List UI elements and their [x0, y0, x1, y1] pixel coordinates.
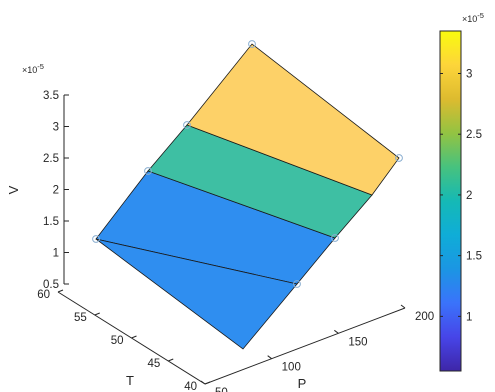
y-tick-mark: [204, 381, 211, 385]
y-tick-label: 45: [147, 358, 160, 370]
z-axis-title: V: [6, 185, 21, 194]
surface-marker: [144, 167, 152, 175]
surface-marker: [395, 154, 403, 162]
y-tick-label: 40: [184, 381, 197, 392]
x-tick-mark: [200, 380, 206, 385]
colorbar-ticks: 1 1.5 2 2.5 3: [440, 69, 482, 323]
x-axis-ticks: 50 100 150 200: [200, 304, 434, 392]
surface-marker: [92, 235, 100, 243]
colorbar: 1 1.5 2 2.5 3 ×10-5: [439, 11, 484, 372]
x-axis-line: [204, 307, 406, 385]
z-axis-exponent: ×10-5: [22, 62, 44, 75]
colorbar-tick-label: 3: [466, 69, 472, 81]
x-tick-label: 150: [348, 336, 367, 348]
z-tick-label: 0.5: [43, 279, 59, 291]
colorbar-tick-label: 1.5: [466, 251, 482, 263]
x-tick-mark: [400, 304, 406, 309]
z-tick-label: 3: [53, 122, 59, 134]
surface-marker: [293, 280, 301, 288]
z-tick-label: 2: [53, 185, 59, 197]
colorbar-tick-label: 2.5: [466, 129, 482, 141]
colorbar-tick-label: 1: [466, 311, 472, 323]
x-tick-mark: [334, 329, 339, 334]
y-axis-title: T: [126, 373, 134, 388]
z-tick-label: 1.5: [43, 216, 59, 228]
y-tick-mark: [57, 289, 64, 293]
surface-patches: [95, 43, 400, 350]
colorbar-exponent: ×10-5: [462, 11, 484, 24]
x-tick-label: 200: [415, 311, 434, 323]
x-tick-label: 100: [282, 362, 301, 374]
surface-markers: [92, 40, 403, 288]
surface-band-upper: [186, 43, 400, 196]
y-tick-mark: [94, 312, 100, 316]
y-tick-label: 60: [37, 289, 50, 301]
z-axis-ticks: 0.5 1 1.5 2 2.5 3 3.5: [43, 90, 69, 291]
x-tick-label: 50: [215, 387, 228, 392]
z-tick-label: 2.5: [43, 153, 59, 165]
colorbar-gradient: [439, 30, 462, 372]
surface-marker: [248, 40, 256, 48]
y-tick-label: 55: [74, 312, 87, 324]
surface-marker: [331, 234, 339, 242]
y-tick-mark: [168, 358, 174, 362]
x-axis-title: P: [298, 376, 307, 391]
z-tick-label: 3.5: [43, 90, 59, 102]
surface-front-face: [95, 238, 298, 350]
x-tick-mark: [267, 355, 272, 360]
y-tick-mark: [131, 335, 137, 339]
colorbar-tick-label: 2: [466, 190, 472, 202]
y-axis-ticks: 40 45 50 55 60: [37, 289, 211, 392]
z-tick-label: 1: [53, 248, 59, 260]
y-tick-label: 50: [111, 335, 124, 347]
surface-marker: [183, 121, 191, 129]
